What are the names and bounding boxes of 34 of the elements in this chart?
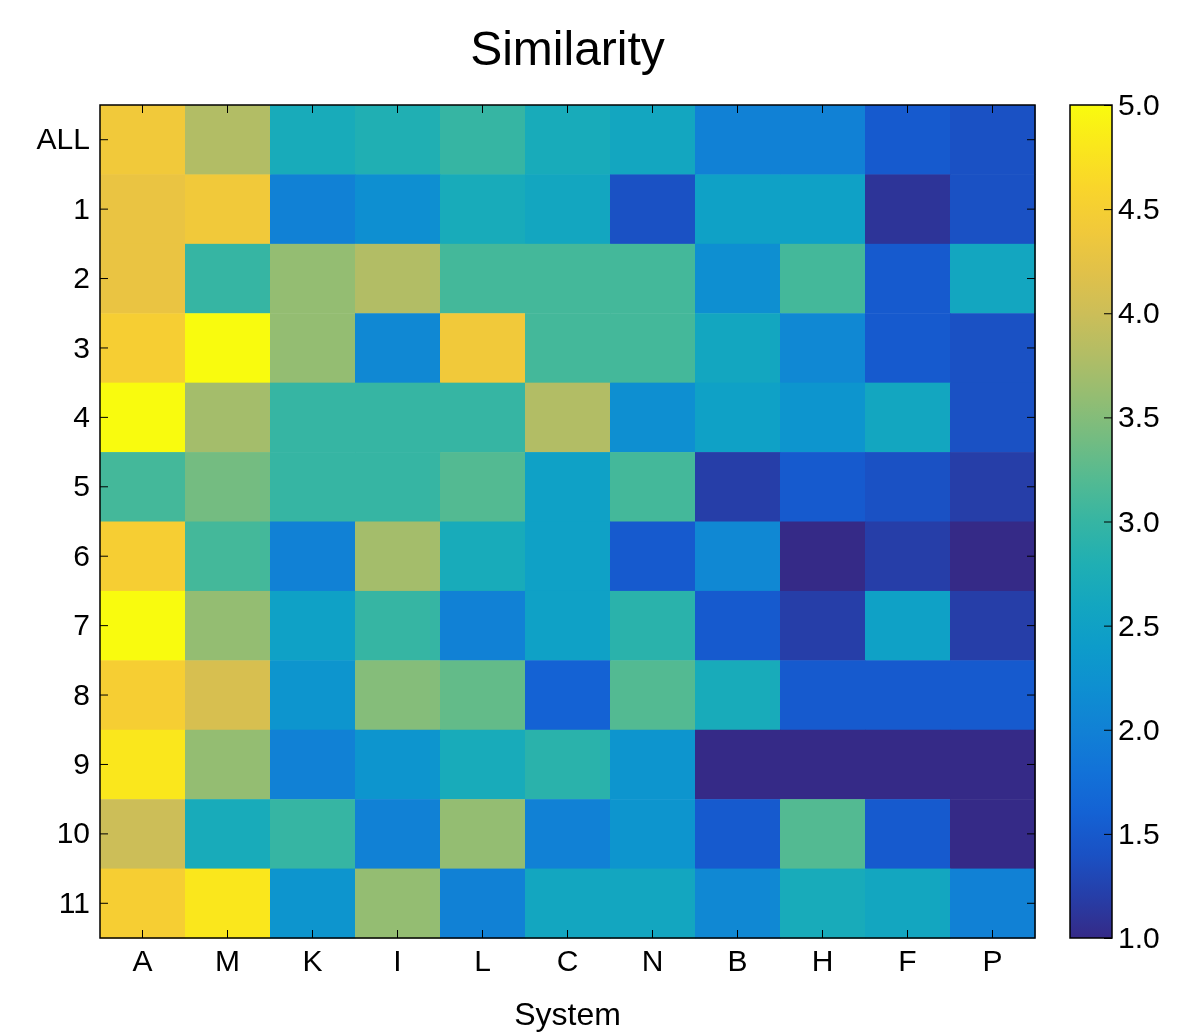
y-tick-label: 4 <box>73 399 90 433</box>
x-tick-label: A <box>132 944 153 978</box>
x-tick-label: N <box>641 944 664 978</box>
y-tick-label: 11 <box>58 885 90 919</box>
x-tick-label: L <box>474 944 491 978</box>
x-tick-label: F <box>898 944 917 978</box>
y-tick-label: 3 <box>73 330 90 364</box>
color-bar-label: 2.5 <box>1118 608 1160 642</box>
x-axis-title: System <box>514 996 621 1032</box>
x-tick-label: I <box>393 944 402 978</box>
color-bar-label: 1.5 <box>1118 816 1160 850</box>
color-bar-label: 4.5 <box>1118 192 1160 226</box>
y-tick-label: ALL <box>36 122 90 156</box>
x-tick-label: M <box>215 944 240 978</box>
chart-title: Similarity <box>470 22 665 75</box>
x-tick-label: K <box>302 944 323 978</box>
y-tick-label: 6 <box>73 538 90 572</box>
color-bar-label: 1.0 <box>1118 921 1160 955</box>
x-tick-label: C <box>556 944 579 978</box>
x-tick-label: B <box>727 944 748 978</box>
color-bar-label: 2.0 <box>1118 712 1160 746</box>
y-tick-label: 8 <box>73 677 90 711</box>
x-tick-label: H <box>811 944 834 978</box>
y-tick-label: 10 <box>56 816 90 850</box>
y-tick-label: 9 <box>73 747 90 781</box>
y-tick-label: 5 <box>73 469 90 503</box>
color-bar-label: 3.5 <box>1118 400 1160 434</box>
y-tick-label: 2 <box>73 261 90 295</box>
y-tick-label: 7 <box>73 608 90 642</box>
color-bar-label: 4.0 <box>1118 296 1160 330</box>
color-bar-label: 3.0 <box>1118 504 1160 538</box>
color-bar-label: 5.0 <box>1118 88 1160 122</box>
y-tick-label: 1 <box>73 191 90 225</box>
x-tick-label: P <box>982 944 1003 978</box>
